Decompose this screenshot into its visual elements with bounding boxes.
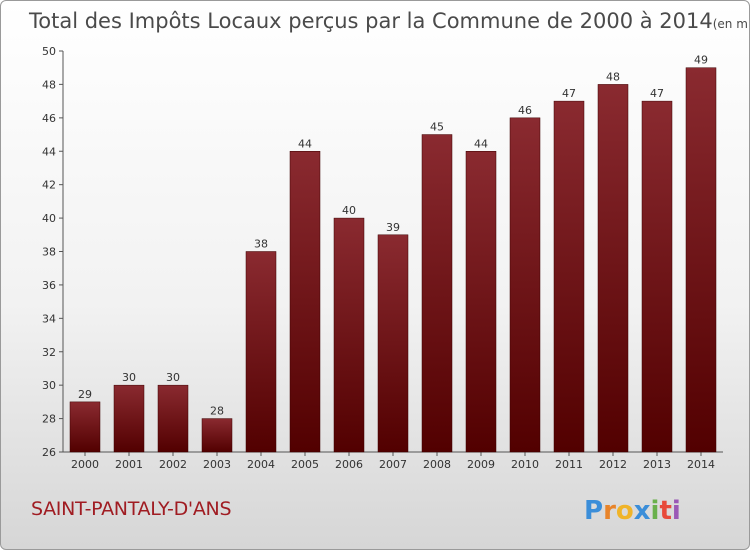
bar-2000 xyxy=(69,401,101,453)
y-tick-label: 44 xyxy=(42,145,56,158)
bar-2005 xyxy=(289,151,321,453)
value-label-2006: 40 xyxy=(342,204,356,217)
x-tick-label-2014: 2014 xyxy=(687,458,715,471)
x-tick-label-2006: 2006 xyxy=(335,458,363,471)
axes: 26 28 30 32 34 36 38 40 42 44 46 48 50 2000 2001 2002 20… xyxy=(42,45,723,471)
logo-letter: r xyxy=(603,496,616,526)
bars xyxy=(69,67,717,453)
value-label-2013: 47 xyxy=(650,87,664,100)
bar-2011 xyxy=(553,100,585,453)
x-tick-label-2000: 2000 xyxy=(71,458,99,471)
bar-2010 xyxy=(509,117,541,453)
value-label-2001: 30 xyxy=(122,371,136,384)
bar-2007 xyxy=(377,234,409,453)
value-label-2010: 46 xyxy=(518,104,532,117)
value-label-2003: 28 xyxy=(210,405,224,418)
bar-2013 xyxy=(641,100,673,453)
bar-2008 xyxy=(421,134,453,453)
x-tick-label-2010: 2010 xyxy=(511,458,539,471)
value-label-2002: 30 xyxy=(166,371,180,384)
x-tick-label-2007: 2007 xyxy=(379,458,407,471)
proxiti-logo: Proxiti xyxy=(584,496,681,526)
x-tick-label-2009: 2009 xyxy=(467,458,495,471)
logo-letter: o xyxy=(616,496,634,526)
y-tick-label: 50 xyxy=(42,45,56,58)
logo-letter: i xyxy=(651,496,660,526)
bar-2002 xyxy=(157,384,189,453)
chart-title-main: Total des Impôts Locaux perçus par la Co… xyxy=(28,9,713,33)
y-tick-label: 42 xyxy=(42,179,56,192)
y-tick-label: 32 xyxy=(42,346,56,359)
value-label-2005: 44 xyxy=(298,137,312,150)
logo-letter: t xyxy=(659,496,671,526)
value-labels: 29 30 30 28 38 44 40 39 45 44 46 47 48 47 49 xyxy=(78,54,708,418)
value-label-2004: 38 xyxy=(254,238,268,251)
bar-2006 xyxy=(333,217,365,453)
x-tick-label-2011: 2011 xyxy=(555,458,583,471)
x-tick-label-2012: 2012 xyxy=(599,458,627,471)
logo-letter: i xyxy=(672,496,681,526)
bar-2003 xyxy=(201,418,233,453)
y-tick-label: 38 xyxy=(42,246,56,259)
value-label-2008: 45 xyxy=(430,121,444,134)
y-tick-label: 40 xyxy=(42,212,56,225)
x-tick-label-2003: 2003 xyxy=(203,458,231,471)
logo-letter: P xyxy=(584,496,603,526)
x-tick-label-2004: 2004 xyxy=(247,458,275,471)
y-tick-label: 26 xyxy=(42,446,56,459)
bar-2014 xyxy=(685,67,717,453)
value-label-2000: 29 xyxy=(78,388,92,401)
bar-2004 xyxy=(245,251,277,453)
x-tick-label-2002: 2002 xyxy=(159,458,187,471)
value-label-2009: 44 xyxy=(474,137,488,150)
x-tick-label-2008: 2008 xyxy=(423,458,451,471)
y-tick-label: 36 xyxy=(42,279,56,292)
y-tick-label: 46 xyxy=(42,112,56,125)
y-tick-label: 28 xyxy=(42,413,56,426)
value-label-2011: 47 xyxy=(562,87,576,100)
x-tick-label-2005: 2005 xyxy=(291,458,319,471)
y-tick-label: 30 xyxy=(42,379,56,392)
value-label-2007: 39 xyxy=(386,221,400,234)
bar-2009 xyxy=(465,151,497,453)
value-label-2012: 48 xyxy=(606,70,620,83)
y-tick-label: 48 xyxy=(42,78,56,91)
x-tick-label-2013: 2013 xyxy=(643,458,671,471)
bar-2012 xyxy=(597,84,629,453)
value-label-2014: 49 xyxy=(694,54,708,67)
chart-title-unit: (en milliers d'€) xyxy=(713,17,750,31)
logo-letter: x xyxy=(634,496,651,526)
commune-name: SAINT-PANTALY-D'ANS xyxy=(31,498,231,520)
chart-title: Total des Impôts Locaux perçus par la Co… xyxy=(28,9,750,33)
x-tick-label-2001: 2001 xyxy=(115,458,143,471)
y-tick-label: 34 xyxy=(42,312,56,325)
bar-2001 xyxy=(113,384,145,453)
